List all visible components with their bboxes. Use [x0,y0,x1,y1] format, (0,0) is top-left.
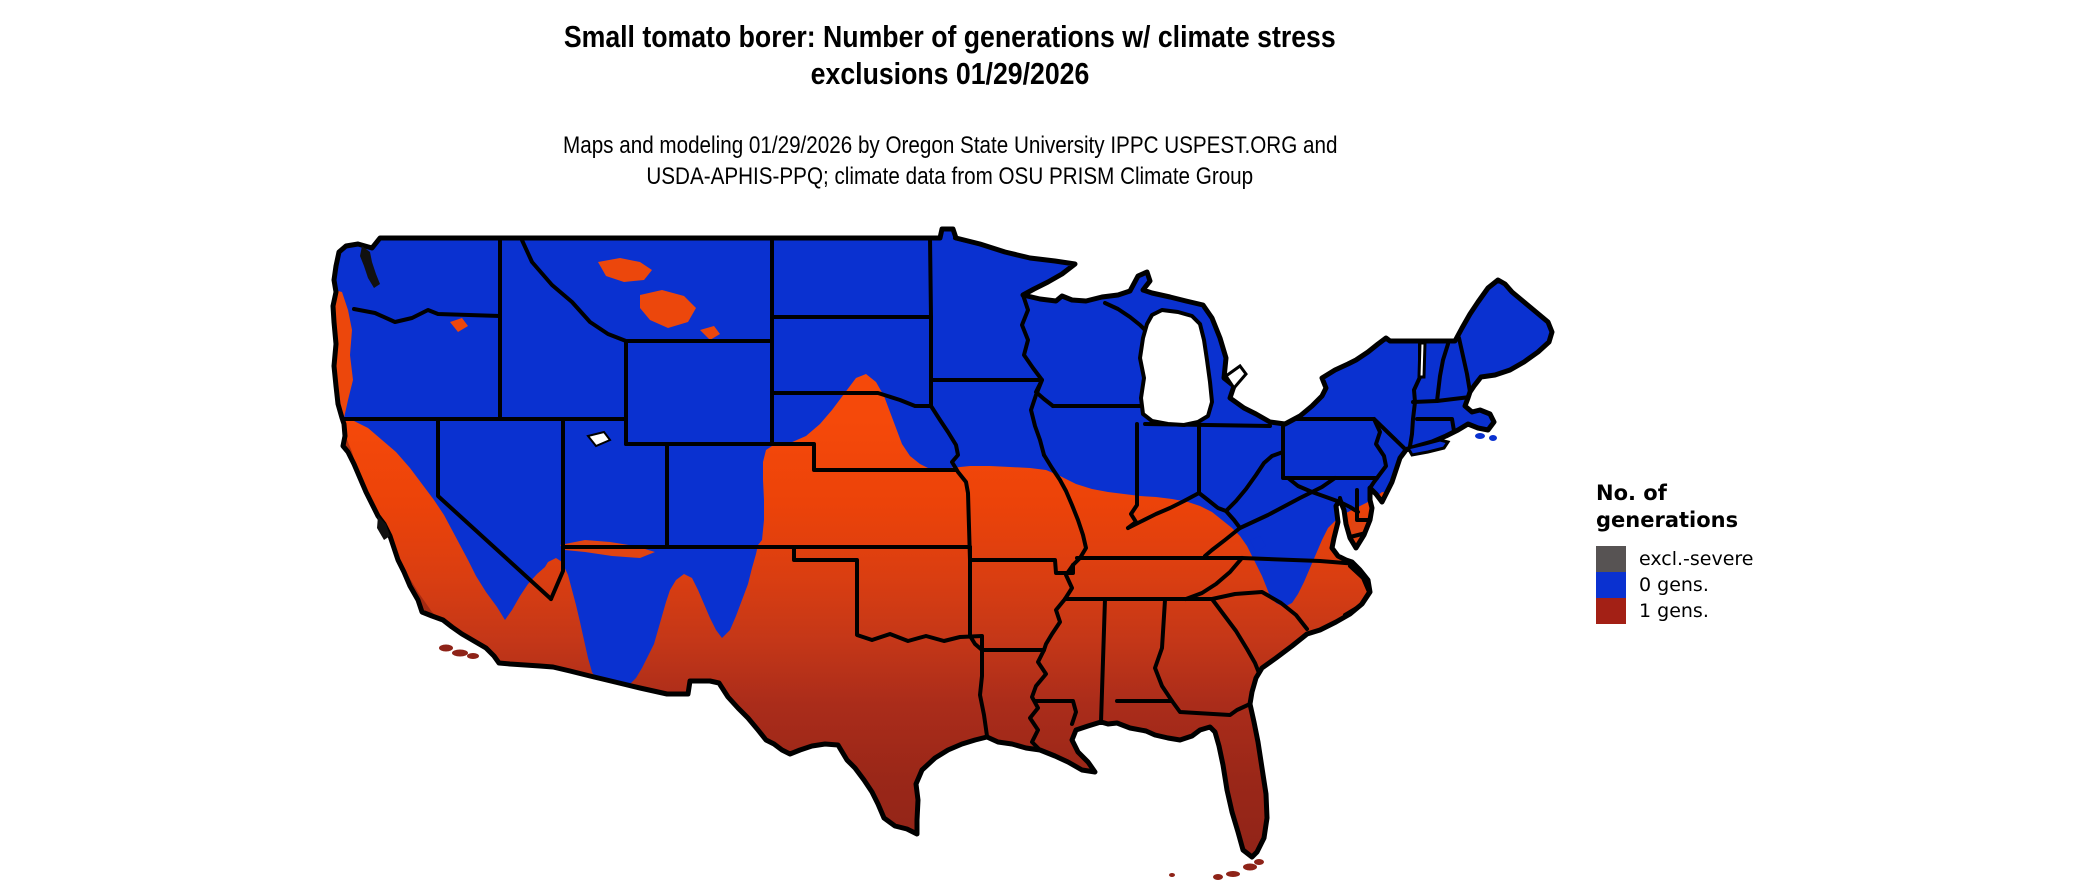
islands [439,433,1497,880]
legend: No. of generations excl.-severe 0 gens. … [1596,480,1776,624]
one-gens-swatch [1596,598,1626,624]
map-subtitle-line2: USDA-APHIS-PPQ; climate data from OSU PR… [646,163,1254,190]
water-bodies [360,246,1427,540]
map-title-line2: exclusions 01/29/2026 [810,56,1090,91]
legend-item-0-gens: 0 gens. [1596,572,1776,598]
excl-severe-label: excl.-severe [1639,548,1754,570]
zero-gens-label: 0 gens. [1639,574,1709,596]
map-subtitle: Maps and modeling 01/29/2026 by Oregon S… [0,130,1900,192]
map-subtitle-line1: Maps and modeling 01/29/2026 by Oregon S… [562,132,1338,159]
legend-title: No. of generations [1596,481,1739,532]
one-gens-label: 1 gens. [1639,600,1709,622]
map-title: Small tomato borer: Number of generation… [0,18,1900,92]
map-title-line1: Small tomato borer: Number of generation… [564,19,1336,54]
legend-item-excl-severe: excl.-severe [1596,546,1776,572]
zero-gens-swatch [1596,572,1626,598]
legend-item-1-gens: 1 gens. [1596,598,1776,624]
excl-severe-swatch [1596,546,1626,572]
